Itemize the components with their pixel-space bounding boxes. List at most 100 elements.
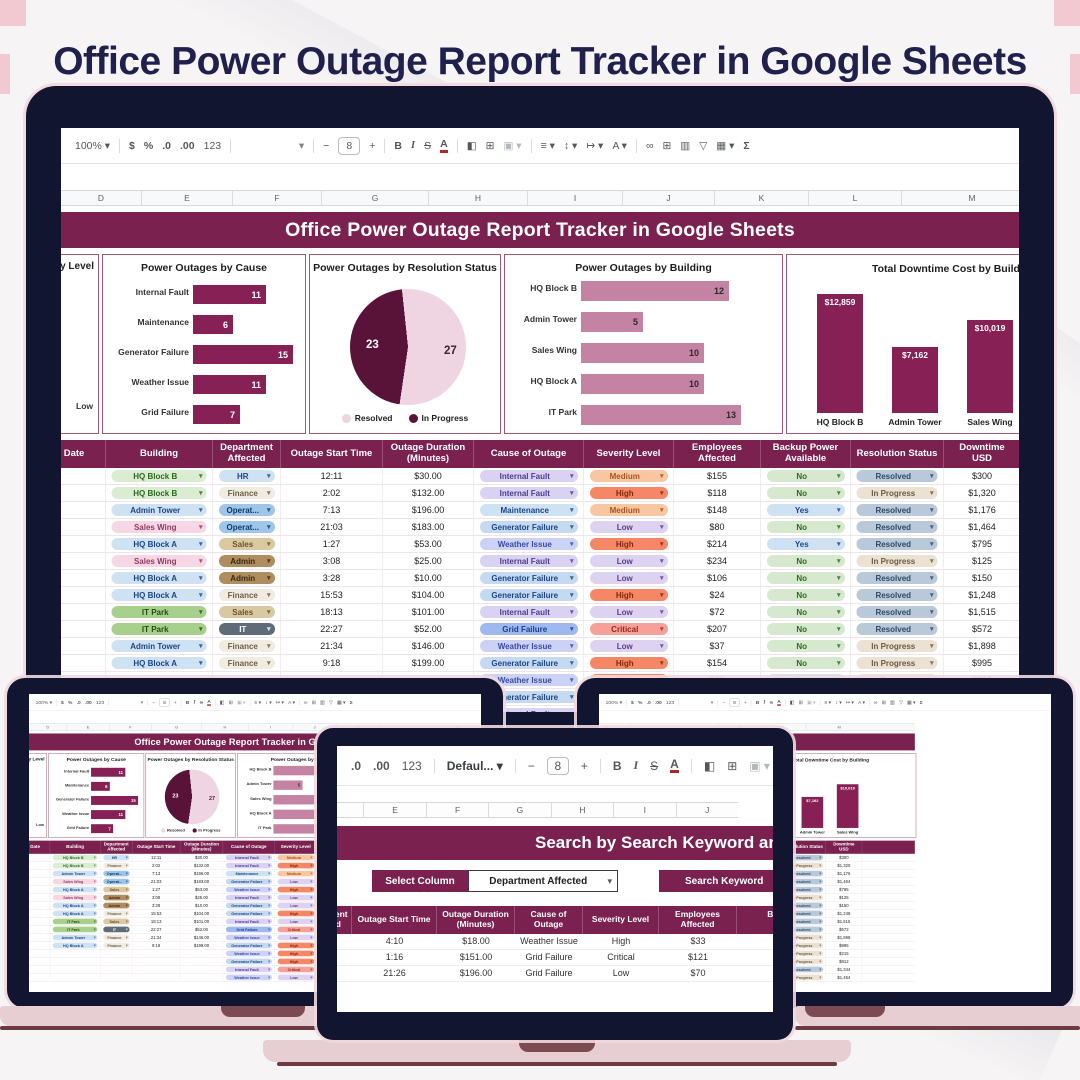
building-dropdown-chip[interactable]: HQ Block A ▾ bbox=[111, 657, 207, 669]
cause-dropdown-chip[interactable]: Weather Issue ▾ bbox=[225, 974, 272, 981]
text-rotation-button[interactable]: A ▾ bbox=[288, 699, 296, 706]
cause-dropdown-chip[interactable]: Weather Issue ▾ bbox=[479, 640, 578, 652]
building-dropdown-chip[interactable]: HQ Block A ▾ bbox=[52, 902, 98, 909]
column-header-K[interactable]: K bbox=[717, 723, 762, 731]
column-header-G[interactable]: G bbox=[488, 803, 550, 817]
bold-button[interactable]: B bbox=[185, 699, 190, 706]
column-header-G[interactable]: G bbox=[151, 723, 201, 731]
font-size-increase-button[interactable]: + bbox=[743, 699, 747, 706]
text-rotation-button[interactable]: A ▾ bbox=[612, 139, 627, 152]
fill-color-button[interactable]: ◧ bbox=[703, 758, 716, 773]
severity-dropdown-chip[interactable]: Medium ▾ bbox=[589, 504, 668, 516]
merge-cells-button[interactable]: ▣ ▾ bbox=[806, 699, 816, 706]
backup-dropdown-chip[interactable]: No ▾ bbox=[766, 470, 845, 482]
functions-button[interactable]: Σ bbox=[349, 699, 353, 706]
building-dropdown-chip[interactable]: Sales Wing ▾ bbox=[111, 555, 207, 567]
cause-dropdown-chip[interactable]: Grid Failure ▾ bbox=[479, 623, 578, 635]
column-header-E[interactable]: E bbox=[66, 723, 110, 731]
column-header-K[interactable]: K bbox=[335, 723, 380, 731]
department-dropdown-chip[interactable]: Sales ▾ bbox=[103, 886, 130, 893]
cause-dropdown-chip[interactable]: Generator Failure ▾ bbox=[225, 902, 272, 909]
resolution-dropdown-chip[interactable]: In Progress ▾ bbox=[784, 950, 823, 957]
department-dropdown-chip[interactable]: Finance ▾ bbox=[218, 640, 275, 652]
column-header-I[interactable]: I bbox=[630, 723, 675, 731]
building-dropdown-chip[interactable]: Sales Wing ▾ bbox=[111, 521, 207, 533]
cause-dropdown-chip[interactable]: Maintenance ▾ bbox=[479, 504, 578, 516]
severity-dropdown-chip[interactable]: High ▾ bbox=[277, 958, 315, 965]
number-format-button-0[interactable]: $ bbox=[630, 699, 634, 706]
column-header-H[interactable]: H bbox=[428, 191, 527, 205]
severity-dropdown-chip[interactable]: High ▾ bbox=[589, 487, 668, 499]
column-header-D[interactable]: D bbox=[97, 193, 105, 203]
building-dropdown-chip[interactable]: HQ Block A ▾ bbox=[52, 942, 98, 949]
department-dropdown-chip[interactable]: Sales ▾ bbox=[218, 538, 275, 550]
horizontal-align-button[interactable]: ≡ ▾ bbox=[824, 699, 832, 706]
severity-dropdown-chip[interactable]: High ▾ bbox=[277, 910, 315, 917]
resolution-dropdown-chip[interactable]: Resolved ▾ bbox=[784, 878, 823, 885]
column-header-H[interactable]: H bbox=[550, 803, 613, 817]
insert-link-button[interactable]: ∞ bbox=[303, 699, 308, 706]
backup-dropdown-chip[interactable]: No ▾ bbox=[766, 521, 845, 533]
department-dropdown-chip[interactable]: Finance ▾ bbox=[103, 910, 130, 917]
number-format-button-2[interactable]: .0 bbox=[162, 139, 171, 152]
backup-dropdown-chip[interactable]: Yes ▾ bbox=[766, 538, 845, 550]
number-format-button-4[interactable]: 123 bbox=[96, 699, 105, 706]
cause-dropdown-chip[interactable]: Internal Fault ▾ bbox=[225, 894, 272, 901]
functions-button[interactable]: Σ bbox=[743, 139, 750, 152]
severity-dropdown-chip[interactable]: Low ▾ bbox=[589, 555, 668, 567]
resolution-dropdown-chip[interactable]: In Progress ▾ bbox=[784, 894, 823, 901]
resolution-dropdown-chip[interactable]: Resolved ▾ bbox=[856, 589, 938, 601]
backup-dropdown-chip[interactable]: No ▾ bbox=[766, 555, 845, 567]
building-dropdown-chip[interactable]: Admin Tower ▾ bbox=[111, 504, 207, 516]
severity-dropdown-chip[interactable]: Critical ▾ bbox=[277, 926, 315, 933]
zoom-select[interactable]: 100% ▾ bbox=[75, 139, 111, 152]
backup-dropdown-chip[interactable]: No ▾ bbox=[766, 606, 845, 618]
department-dropdown-chip[interactable]: Operat... ▾ bbox=[103, 870, 130, 877]
number-format-button-3[interactable]: .00 bbox=[654, 699, 662, 706]
column-header-E[interactable]: E bbox=[141, 191, 232, 205]
resolution-dropdown-chip[interactable]: Resolved ▾ bbox=[784, 910, 823, 917]
text-rotation-button[interactable]: A ▾ bbox=[858, 699, 866, 706]
font-size-increase-button[interactable]: + bbox=[369, 139, 376, 152]
backup-dropdown-chip[interactable]: No ▾ bbox=[766, 640, 845, 652]
department-dropdown-chip[interactable]: IT ▾ bbox=[103, 926, 130, 933]
resolution-dropdown-chip[interactable]: In Progress ▾ bbox=[784, 958, 823, 965]
severity-dropdown-chip[interactable]: Low ▾ bbox=[589, 606, 668, 618]
strikethrough-button[interactable]: S bbox=[769, 699, 773, 706]
severity-dropdown-chip[interactable]: Medium ▾ bbox=[277, 870, 315, 877]
building-dropdown-chip[interactable]: Admin Tower ▾ bbox=[52, 934, 98, 941]
severity-dropdown-chip[interactable]: High ▾ bbox=[589, 538, 668, 550]
resolution-dropdown-chip[interactable]: Resolved ▾ bbox=[856, 606, 938, 618]
severity-dropdown-chip[interactable]: Low ▾ bbox=[589, 572, 668, 584]
severity-dropdown-chip[interactable]: Low ▾ bbox=[589, 521, 668, 533]
column-header-H[interactable]: H bbox=[201, 723, 248, 731]
strikethrough-button[interactable]: S bbox=[424, 139, 432, 152]
borders-button[interactable]: ⊞ bbox=[727, 758, 738, 773]
column-header-M[interactable]: M bbox=[901, 191, 1019, 205]
severity-dropdown-chip[interactable]: High ▾ bbox=[277, 942, 315, 949]
cause-dropdown-chip[interactable]: Weather Issue ▾ bbox=[479, 538, 578, 550]
building-dropdown-chip[interactable]: IT Park ▾ bbox=[111, 606, 207, 618]
number-format-button-1[interactable]: % bbox=[67, 699, 73, 706]
severity-dropdown-chip[interactable]: Low ▾ bbox=[277, 902, 315, 909]
text-color-button[interactable]: A bbox=[670, 756, 679, 773]
cause-dropdown-chip[interactable]: Internal Fault ▾ bbox=[225, 862, 272, 869]
cause-dropdown-chip[interactable]: Weather Issue ▾ bbox=[225, 934, 272, 941]
horizontal-align-button[interactable]: ≡ ▾ bbox=[254, 699, 262, 706]
font-size-input[interactable]: 8 bbox=[729, 697, 740, 707]
font-size-increase-button[interactable]: + bbox=[173, 699, 177, 706]
severity-dropdown-chip[interactable]: High ▾ bbox=[589, 657, 668, 669]
department-dropdown-chip[interactable]: Sales ▾ bbox=[218, 606, 275, 618]
number-format-button-0[interactable]: $ bbox=[129, 139, 135, 152]
column-header-D[interactable]: D bbox=[337, 803, 363, 817]
borders-button[interactable]: ⊞ bbox=[228, 699, 233, 706]
filter-button[interactable]: ▽ bbox=[699, 139, 708, 152]
text-color-button[interactable]: A bbox=[777, 698, 781, 706]
cause-dropdown-chip[interactable]: Internal Fault ▾ bbox=[479, 487, 578, 499]
font-name-select[interactable]: ▾ bbox=[140, 699, 144, 706]
horizontal-align-button[interactable]: ≡ ▾ bbox=[540, 139, 555, 152]
column-header-J[interactable]: J bbox=[674, 723, 718, 731]
number-format-button-3[interactable]: .00 bbox=[180, 139, 195, 152]
italic-button[interactable]: I bbox=[763, 699, 766, 705]
cause-dropdown-chip[interactable]: Generator Failure ▾ bbox=[225, 878, 272, 885]
